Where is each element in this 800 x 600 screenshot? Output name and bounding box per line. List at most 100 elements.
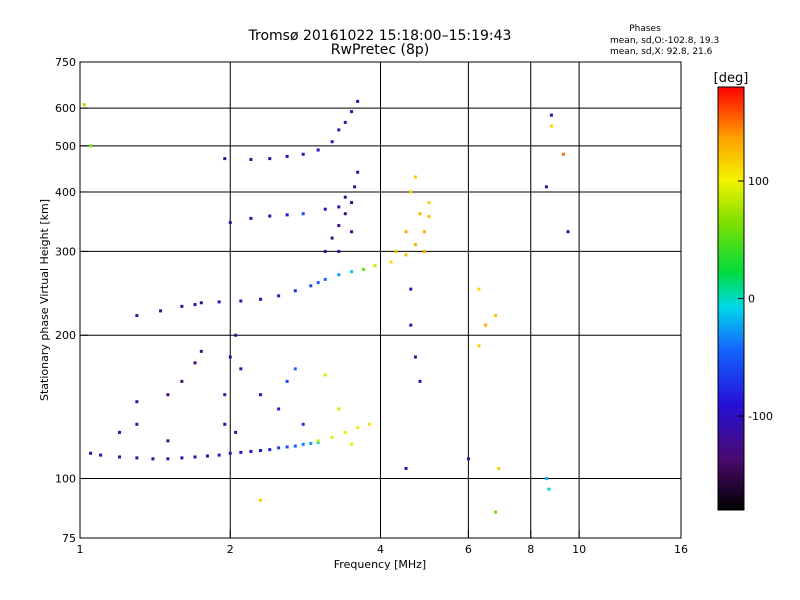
data-point [166, 393, 170, 397]
data-point [285, 379, 289, 383]
data-point [330, 236, 334, 240]
data-point [413, 175, 417, 179]
data-point [350, 442, 354, 446]
x-tick-label: 2 [227, 543, 234, 556]
data-point [199, 301, 203, 305]
data-point [151, 457, 155, 461]
y-tick-label: 100 [55, 473, 76, 486]
data-point [343, 430, 347, 434]
data-point [135, 456, 139, 460]
data-point [356, 170, 360, 174]
colorbar-tick-label: 100 [748, 175, 769, 188]
data-point [409, 190, 413, 194]
data-point [337, 249, 341, 253]
x-tick-label: 8 [527, 543, 534, 556]
data-point [337, 224, 341, 228]
data-point [217, 300, 221, 304]
data-point [301, 212, 305, 216]
x-axis-label: Frequency [MHz] [334, 558, 426, 571]
y-tick-label: 400 [55, 186, 76, 199]
data-point [404, 466, 408, 470]
data-point [337, 407, 341, 411]
data-point [356, 425, 360, 429]
data-point [285, 154, 289, 158]
data-point [309, 284, 313, 288]
x-tick-label: 6 [465, 543, 472, 556]
data-point [293, 289, 297, 293]
data-point [228, 355, 232, 359]
data-point [234, 333, 238, 337]
data-point [337, 205, 341, 209]
data-point [249, 216, 253, 220]
y-tick-label: 300 [55, 245, 76, 258]
data-point [316, 441, 320, 445]
data-point [193, 303, 197, 307]
data-point [343, 195, 347, 199]
data-point [373, 264, 377, 268]
data-point [316, 439, 320, 443]
data-point [316, 281, 320, 285]
data-point [285, 213, 289, 217]
data-point [413, 355, 417, 359]
data-point [544, 477, 548, 481]
grid-lines [80, 62, 681, 538]
chart-subtitle: RwPretec (8p) [331, 42, 429, 58]
data-point [180, 304, 184, 308]
data-point [367, 422, 371, 426]
data-point [199, 349, 203, 353]
data-point [544, 185, 548, 189]
data-point [180, 379, 184, 383]
phase-box-title: Phases [629, 24, 661, 34]
data-point [277, 446, 281, 450]
data-point [404, 230, 408, 234]
data-point [418, 379, 422, 383]
data-point [394, 249, 398, 253]
data-point [193, 361, 197, 365]
colorbar [717, 86, 745, 511]
data-point [193, 455, 197, 459]
data-point [228, 221, 232, 225]
data-point [223, 393, 227, 397]
data-point [323, 277, 327, 281]
data-point [301, 422, 305, 426]
data-point [259, 297, 263, 301]
data-point [217, 453, 221, 457]
data-point [118, 430, 122, 434]
data-point [413, 243, 417, 247]
data-point [135, 422, 139, 426]
phase-box-line-o: mean, sd,O:-102.8, 19.3 [610, 36, 719, 46]
data-point [494, 314, 498, 318]
axis-ticks: 1 2 4 6 8 10 16 75 100 200 300 400 500 600 750 [55, 56, 688, 556]
data-point [259, 393, 263, 397]
data-point [484, 323, 488, 327]
data-point [337, 128, 341, 132]
data-point [549, 124, 553, 128]
data-point [418, 212, 422, 216]
data-point [356, 99, 360, 103]
data-point [566, 230, 570, 234]
data-point [350, 270, 354, 274]
data-point [268, 157, 272, 161]
data-point [82, 103, 86, 107]
data-point [301, 152, 305, 156]
data-point [135, 400, 139, 404]
data-point [549, 113, 553, 117]
data-point [239, 367, 243, 371]
data-point [268, 214, 272, 218]
data-point [234, 430, 238, 434]
data-point [422, 230, 426, 234]
data-point [422, 249, 426, 253]
data-point [389, 260, 393, 264]
data-point [477, 344, 481, 348]
y-tick-label: 500 [55, 140, 76, 153]
data-point [166, 457, 170, 461]
data-point [561, 152, 565, 156]
data-point [259, 498, 263, 502]
data-point [427, 201, 431, 205]
data-point [409, 287, 413, 291]
data-point [293, 367, 297, 371]
data-point [330, 140, 334, 144]
colorbar-label: [deg] [714, 71, 749, 86]
data-point [277, 407, 281, 411]
data-point [259, 449, 263, 453]
